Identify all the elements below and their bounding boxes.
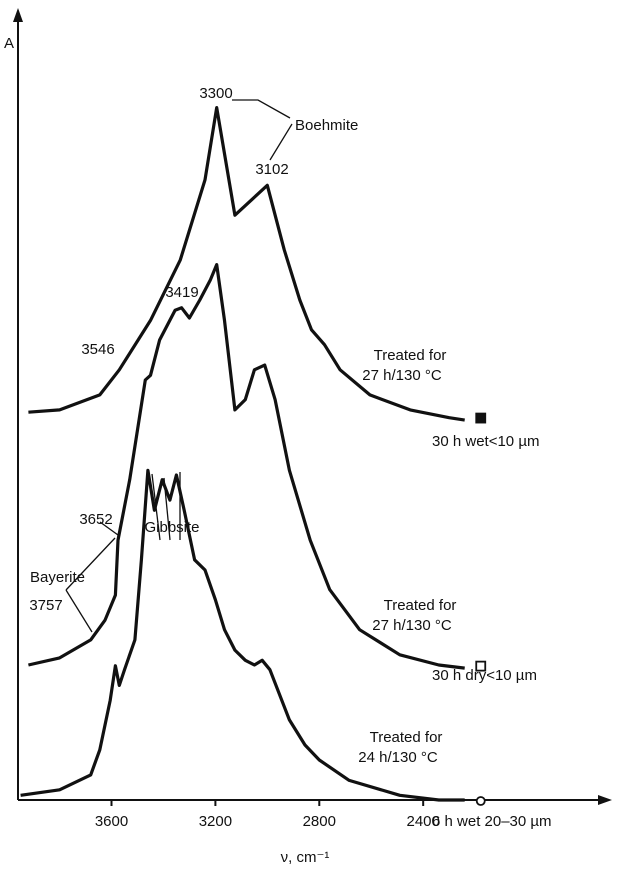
annotation: Treated for [370, 729, 443, 746]
annotation: Treated for [384, 597, 457, 614]
legend-marker [475, 660, 487, 672]
legend-marker [475, 412, 487, 424]
x-tick-label: 3600 [95, 813, 128, 830]
x-tick-label: 2800 [303, 813, 336, 830]
annotation: 3419 [165, 284, 198, 301]
annotation: 27 h/130 °C [372, 617, 452, 634]
annotation: 3102 [255, 161, 288, 178]
annotation-lines [65, 99, 293, 633]
x-axis-label: ν, cm⁻¹ [281, 849, 330, 866]
legend-marker [475, 796, 486, 806]
annotation: Boehmite [295, 117, 358, 134]
axes [13, 8, 612, 805]
leader [65, 537, 116, 591]
x-tick-label: 3200 [199, 813, 232, 830]
legend-label: 30 h wet<10 µm [432, 433, 539, 450]
annotation: 3757 [29, 597, 62, 614]
y-arrow [13, 8, 23, 22]
x-tick-label: 2400 [406, 813, 439, 830]
annotation: 24 h/130 °C [358, 749, 438, 766]
annotation: Bayerite [30, 569, 85, 586]
spectrum-line [28, 263, 465, 670]
leader [99, 521, 119, 536]
legend-label: 30 h dry<10 µm [432, 667, 537, 684]
spectrum-line [20, 468, 465, 802]
annotation: 3300 [199, 85, 232, 102]
y-axis-label: A [4, 35, 14, 52]
annotation: 27 h/130 °C [362, 367, 442, 384]
annotation: 3546 [81, 341, 114, 358]
leader [65, 589, 93, 633]
x-arrow [598, 795, 612, 805]
spectrum-line [28, 106, 465, 422]
annotation: 3652 [79, 511, 112, 528]
annotation: Treated for [374, 347, 447, 364]
annotation: Gibbsite [144, 519, 199, 536]
leader [232, 99, 291, 119]
leader [269, 123, 293, 161]
legend-label: 6 h wet 20–30 µm [432, 813, 552, 830]
